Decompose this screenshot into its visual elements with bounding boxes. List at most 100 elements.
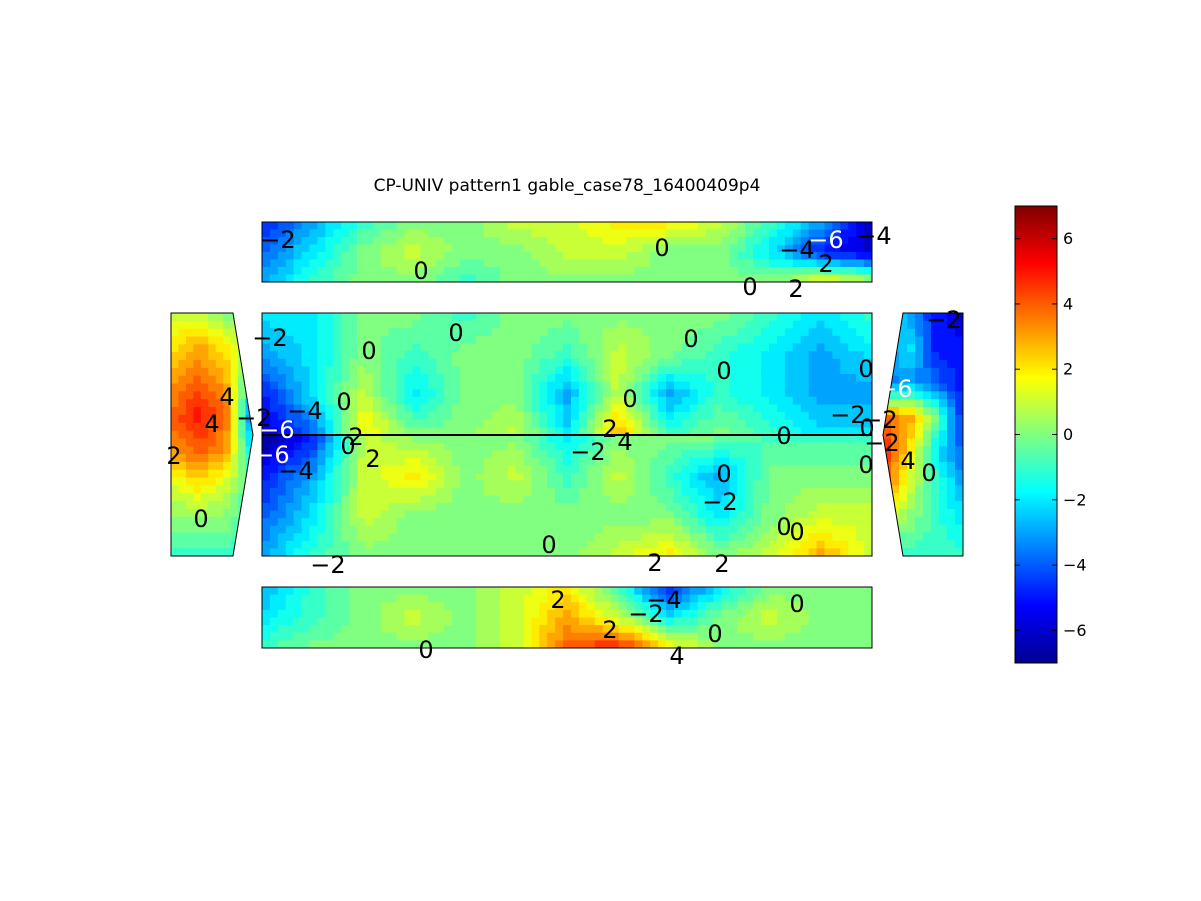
- heat-cell: [499, 487, 509, 497]
- heat-cell: [388, 374, 398, 383]
- heat-cell: [420, 602, 429, 611]
- heat-cell: [769, 457, 778, 466]
- heat-cell: [444, 396, 453, 406]
- heat-cell: [404, 457, 414, 466]
- heat-cell: [223, 352, 232, 361]
- heat-cell: [570, 594, 580, 603]
- heat-cell: [372, 442, 382, 451]
- heat-cell: [208, 399, 217, 408]
- heat-cell: [507, 259, 517, 268]
- heat-cell: [475, 495, 485, 504]
- heat-cell: [301, 533, 311, 542]
- heat-cell: [792, 244, 802, 253]
- heat-cell: [626, 237, 635, 246]
- heat-cell: [681, 510, 691, 519]
- heat-cell: [737, 381, 746, 390]
- heat-cell: [658, 351, 667, 360]
- heat-cell: [178, 501, 187, 510]
- heat-cell: [666, 442, 675, 451]
- heat-cell: [436, 480, 445, 489]
- heat-cell: [848, 457, 857, 466]
- heat-cell: [223, 501, 232, 510]
- heat-cell: [412, 274, 422, 282]
- heat-cell: [784, 252, 794, 261]
- heat-cell: [200, 477, 209, 487]
- heat-cell: [745, 274, 754, 282]
- heat-cell: [824, 540, 833, 550]
- heat-cell: [642, 259, 651, 268]
- heat-cell: [808, 412, 818, 421]
- heat-cell: [388, 267, 398, 276]
- heat-cell: [824, 381, 833, 390]
- heat-cell: [610, 609, 620, 619]
- heat-cell: [420, 267, 429, 276]
- heat-cell: [262, 587, 271, 596]
- heat-cell: [899, 328, 908, 338]
- heat-cell: [309, 419, 319, 428]
- heat-cell: [171, 508, 180, 518]
- heat-cell: [594, 252, 604, 261]
- heat-cell: [840, 274, 849, 282]
- heat-cell: [570, 366, 580, 375]
- heat-cell: [245, 422, 253, 432]
- heat-cell: [642, 374, 651, 383]
- heat-cell: [761, 419, 770, 428]
- heat-cell: [372, 503, 382, 512]
- heat-cell: [816, 244, 826, 253]
- heat-cell: [301, 435, 311, 444]
- heat-cell: [697, 503, 707, 512]
- heat-cell: [602, 244, 612, 253]
- heat-cell: [357, 609, 366, 619]
- heat-cell: [578, 328, 588, 337]
- heat-cell: [285, 222, 295, 231]
- heat-cell: [238, 375, 247, 385]
- heat-cell: [915, 524, 924, 534]
- heat-cell: [642, 503, 651, 512]
- heat-cell: [769, 632, 778, 641]
- heat-cell: [594, 381, 604, 390]
- heat-cell: [713, 252, 723, 261]
- heat-cell: [650, 457, 659, 466]
- heat-cell: [380, 625, 390, 634]
- heat-cell: [563, 412, 572, 421]
- heat-cell: [618, 351, 628, 360]
- heat-cell: [689, 632, 699, 641]
- heat-cell: [864, 366, 872, 375]
- heat-cell: [883, 422, 892, 432]
- heat-cell: [618, 625, 628, 634]
- heat-cell: [460, 229, 469, 238]
- heat-cell: [618, 450, 628, 459]
- heat-cell: [200, 328, 209, 338]
- heat-cell: [923, 430, 932, 440]
- heat-cell: [634, 389, 643, 398]
- heat-cell: [269, 237, 279, 246]
- heat-cell: [238, 438, 247, 447]
- heat-cell: [776, 229, 786, 238]
- heat-cell: [769, 358, 778, 367]
- heat-cell: [618, 343, 628, 352]
- heat-cell: [570, 617, 580, 626]
- heat-cell: [666, 472, 675, 481]
- heat-cell: [697, 396, 707, 406]
- heat-cell: [499, 267, 509, 276]
- heat-cell: [317, 594, 326, 603]
- heat-cell: [824, 594, 833, 603]
- heat-cell: [531, 442, 540, 451]
- heat-cell: [610, 343, 620, 352]
- heat-cell: [380, 480, 390, 489]
- heat-cell: [856, 374, 865, 383]
- heat-cell: [570, 229, 580, 238]
- heat-cell: [428, 343, 437, 352]
- heat-cell: [594, 594, 604, 603]
- heat-cell: [650, 594, 659, 603]
- heat-cell: [420, 465, 429, 474]
- heat-cell: [380, 487, 390, 497]
- heat-cell: [610, 495, 620, 504]
- heat-cell: [784, 343, 794, 352]
- heat-cell: [808, 518, 818, 527]
- heat-cell: [745, 510, 754, 519]
- heat-cell: [856, 632, 865, 641]
- heat-cell: [563, 320, 572, 329]
- heat-cell: [705, 495, 715, 504]
- heat-cell: [349, 495, 358, 504]
